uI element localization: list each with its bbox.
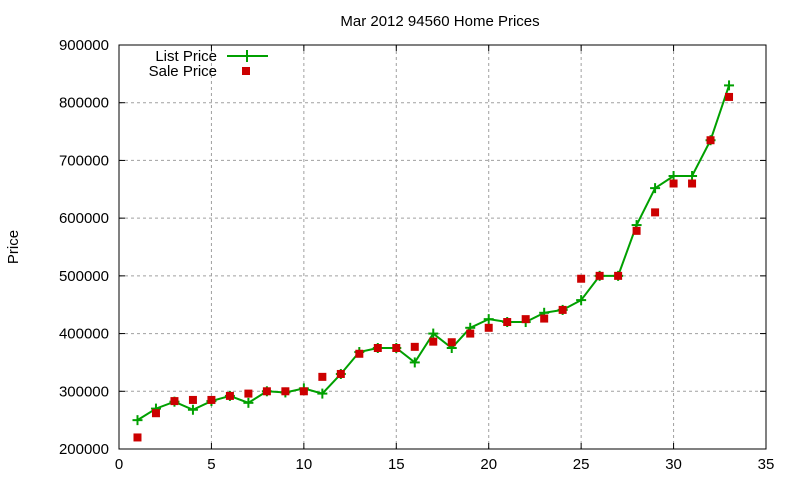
y-tick-label: 400000 xyxy=(59,326,109,343)
square-marker-icon xyxy=(540,314,549,323)
square-marker-icon xyxy=(410,342,419,351)
axis-ticks: 0 5 10 15 20 25 30 35 200000 300000 400000 500000 60… xyxy=(59,37,774,473)
square-marker-icon xyxy=(429,337,438,346)
square-marker-icon xyxy=(355,349,364,358)
series-list-price xyxy=(132,80,735,426)
square-marker-icon xyxy=(484,323,493,332)
square-marker-icon xyxy=(170,397,179,406)
square-marker-icon xyxy=(244,389,253,398)
legend: List Price Sale Price xyxy=(149,48,268,80)
square-marker-icon xyxy=(373,344,382,352)
y-tick-label: 700000 xyxy=(59,152,109,169)
plus-marker-icon xyxy=(243,397,254,408)
legend-label-list-price: List Price xyxy=(155,48,217,65)
square-marker-icon xyxy=(299,387,308,396)
plot-frame xyxy=(118,44,767,450)
x-tick-label: 20 xyxy=(480,456,497,473)
square-marker-icon xyxy=(466,329,475,338)
plus-marker-icon xyxy=(724,80,735,91)
y-axis-label: Price xyxy=(5,230,22,264)
square-marker-icon xyxy=(242,67,250,75)
square-marker-icon xyxy=(225,391,234,400)
x-tick-label: 15 xyxy=(388,456,405,473)
series-line xyxy=(136,85,730,421)
grid-lines xyxy=(119,45,766,449)
data-series xyxy=(132,80,735,442)
y-tick-label: 500000 xyxy=(59,268,109,285)
y-tick-label: 300000 xyxy=(59,383,109,400)
square-marker-icon xyxy=(281,387,290,396)
square-marker-icon xyxy=(521,315,530,324)
plus-marker-icon xyxy=(187,404,198,415)
plus-marker-icon xyxy=(576,295,587,306)
x-tick-label: 10 xyxy=(296,456,313,473)
x-tick-label: 35 xyxy=(758,456,775,473)
square-marker-icon xyxy=(577,274,586,283)
plus-marker-icon xyxy=(409,357,420,368)
square-marker-icon xyxy=(151,409,160,418)
y-tick-label: 600000 xyxy=(59,210,109,227)
square-marker-icon xyxy=(632,226,641,235)
series-sale-price xyxy=(133,92,734,442)
plus-marker-icon xyxy=(668,171,679,182)
square-marker-icon xyxy=(318,372,327,381)
plus-marker-icon xyxy=(483,314,494,325)
legend-label-sale-price: Sale Price xyxy=(149,63,217,80)
square-marker-icon xyxy=(651,208,660,217)
x-tick-label: 25 xyxy=(573,456,590,473)
square-marker-icon xyxy=(188,395,197,404)
square-marker-icon xyxy=(725,92,734,101)
square-marker-icon xyxy=(336,369,345,378)
y-tick-label: 800000 xyxy=(59,95,109,112)
plus-marker-icon xyxy=(132,415,143,426)
square-marker-icon xyxy=(392,344,401,352)
square-marker-icon xyxy=(558,305,567,314)
y-tick-label: 900000 xyxy=(59,37,109,54)
plus-marker-icon xyxy=(241,50,253,62)
x-tick-label: 0 xyxy=(115,456,123,473)
square-marker-icon xyxy=(207,395,216,404)
x-tick-label: 30 xyxy=(665,456,682,473)
square-marker-icon xyxy=(706,136,715,145)
square-marker-icon xyxy=(133,433,142,442)
plus-marker-icon xyxy=(317,388,328,399)
y-tick-label: 200000 xyxy=(59,441,109,458)
plus-marker-icon xyxy=(650,183,661,194)
square-marker-icon xyxy=(503,318,512,327)
square-marker-icon xyxy=(614,271,623,280)
plus-marker-icon xyxy=(428,328,439,339)
chart-title: Mar 2012 94560 Home Prices xyxy=(340,13,539,30)
square-marker-icon xyxy=(688,179,697,188)
square-marker-icon xyxy=(595,271,604,280)
plus-marker-icon xyxy=(687,171,698,182)
square-marker-icon xyxy=(669,179,678,188)
square-marker-icon xyxy=(447,338,456,347)
x-tick-label: 5 xyxy=(207,456,215,473)
square-marker-icon xyxy=(262,387,271,396)
